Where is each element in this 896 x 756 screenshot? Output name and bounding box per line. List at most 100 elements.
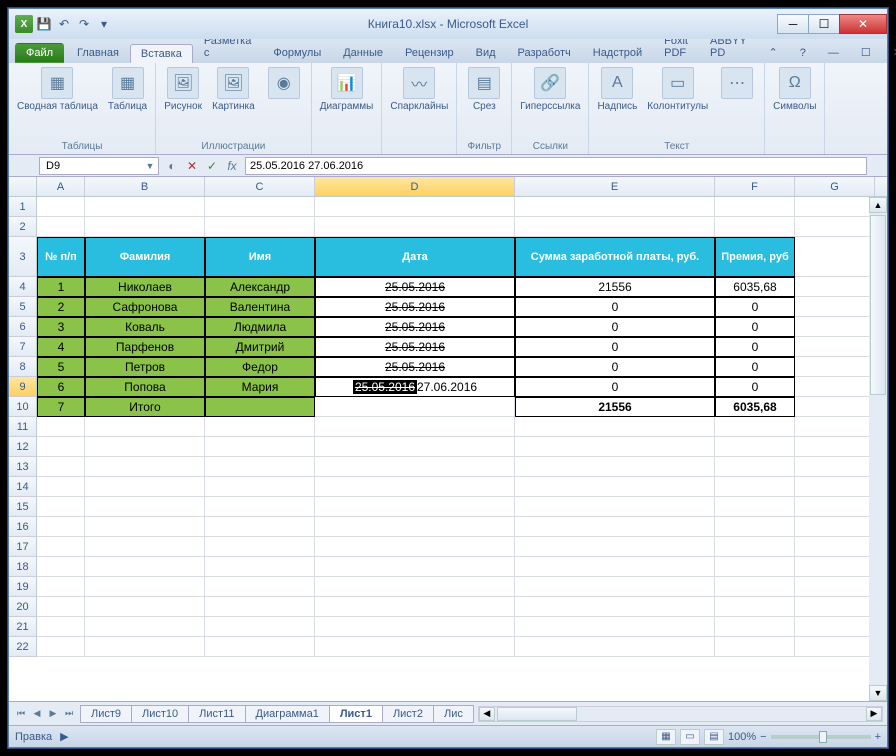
ribbon-button[interactable]: 🔗Гиперссылка [516,65,584,139]
cell[interactable]: 7 [37,397,85,417]
ribbon-button[interactable]: ▦Таблица [104,65,151,139]
tab-addins[interactable]: Надстрой [582,43,653,63]
cell[interactable] [515,617,715,637]
cell[interactable] [795,297,875,317]
fx-icon[interactable]: fx [223,157,241,175]
minimize-button[interactable]: ─ [777,14,809,34]
cell[interactable] [205,517,315,537]
column-header[interactable]: E [515,177,715,196]
cell[interactable]: Итого [85,397,205,417]
tab-developer[interactable]: Разработч [507,43,582,63]
cell[interactable] [795,217,875,237]
cell[interactable] [515,477,715,497]
doc-min-icon[interactable]: — [817,43,850,63]
cell[interactable]: 6035,68 [715,277,795,297]
editing-cell[interactable]: 25.05.201627.06.2016 [315,377,515,397]
cell[interactable]: Фамилия [85,237,205,277]
cell[interactable]: 0 [515,317,715,337]
cell[interactable]: Сумма заработной платы, руб. [515,237,715,277]
horizontal-scrollbar[interactable]: ◀ ▶ [478,706,883,722]
cell[interactable]: 6 [37,377,85,397]
cell[interactable]: 0 [715,317,795,337]
tab-nav-last-icon[interactable]: ⏭ [61,706,77,722]
cell[interactable]: 2 [37,297,85,317]
cell[interactable]: Александр [205,277,315,297]
hscroll-thumb[interactable] [497,707,577,721]
cell[interactable] [795,337,875,357]
row-header[interactable]: 18 [9,557,37,577]
cell[interactable] [515,577,715,597]
ribbon-button[interactable]: 📊Диаграммы [316,65,378,150]
cell[interactable] [85,217,205,237]
cell[interactable]: Премия, руб [715,237,795,277]
cell[interactable] [37,457,85,477]
cell[interactable]: 0 [715,337,795,357]
cell[interactable] [515,557,715,577]
cell[interactable]: 25.05.2016 [315,317,515,337]
tab-formulas[interactable]: Формулы [262,43,332,63]
row-header[interactable]: 13 [9,457,37,477]
cell[interactable]: Мария [205,377,315,397]
cell[interactable]: Николаев [85,277,205,297]
cell[interactable] [315,577,515,597]
row-header[interactable]: 6 [9,317,37,337]
ribbon-button[interactable]: ▭Колонтитулы [643,65,712,139]
cell[interactable] [205,597,315,617]
cell[interactable] [715,417,795,437]
row-header[interactable]: 12 [9,437,37,457]
cell[interactable]: Имя [205,237,315,277]
column-header[interactable]: A [37,177,85,196]
tab-file[interactable]: Файл [15,43,64,63]
cell[interactable]: 5 [37,357,85,377]
row-header[interactable]: 2 [9,217,37,237]
cell[interactable] [795,277,875,297]
row-header[interactable]: 5 [9,297,37,317]
close-button[interactable]: ✕ [839,14,887,34]
cell[interactable] [795,397,875,417]
cell[interactable]: 0 [715,297,795,317]
cell[interactable]: Валентина [205,297,315,317]
cell[interactable] [795,417,875,437]
row-header[interactable]: 21 [9,617,37,637]
cell[interactable] [515,517,715,537]
formula-bar[interactable]: 25.05.2016 27.06.2016 [245,157,867,175]
cell[interactable]: 25.05.2016 [315,357,515,377]
cell[interactable]: 0 [515,337,715,357]
row-header[interactable]: 17 [9,537,37,557]
cell[interactable] [315,637,515,657]
select-all-corner[interactable] [9,177,37,196]
qat-dropdown-icon[interactable]: ▾ [95,15,113,33]
cell[interactable] [795,497,875,517]
cell[interactable]: 25.05.2016 [315,277,515,297]
cell[interactable] [715,217,795,237]
row-header[interactable]: 4 [9,277,37,297]
hscroll-left-icon[interactable]: ◀ [479,707,495,721]
save-icon[interactable]: 💾 [35,15,53,33]
cell[interactable]: 21556 [515,397,715,417]
fx-circle-icon[interactable]: ◐ [163,157,181,175]
column-header[interactable]: D [315,177,515,196]
maximize-button[interactable]: ☐ [808,14,840,34]
cell[interactable] [515,457,715,477]
cell[interactable]: 0 [715,377,795,397]
ribbon-button[interactable]: 〰Спарклайны [386,65,452,150]
sheet-tab[interactable]: Лист9 [80,705,132,723]
cell[interactable]: Коваль [85,317,205,337]
cell[interactable] [37,497,85,517]
row-header[interactable]: 10 [9,397,37,417]
cell[interactable]: 0 [515,297,715,317]
undo-icon[interactable]: ↶ [55,15,73,33]
page-break-view-icon[interactable]: ▤ [704,729,724,745]
sheet-tab[interactable]: Лис [433,705,474,723]
zoom-in-icon[interactable]: + [875,731,881,743]
cell[interactable] [85,617,205,637]
cell[interactable] [515,597,715,617]
column-header[interactable]: G [795,177,875,196]
cell[interactable] [205,457,315,477]
cell[interactable] [315,477,515,497]
cell[interactable] [315,617,515,637]
cell[interactable] [515,437,715,457]
scroll-thumb[interactable] [870,215,886,395]
cell[interactable] [795,317,875,337]
cell[interactable] [85,437,205,457]
